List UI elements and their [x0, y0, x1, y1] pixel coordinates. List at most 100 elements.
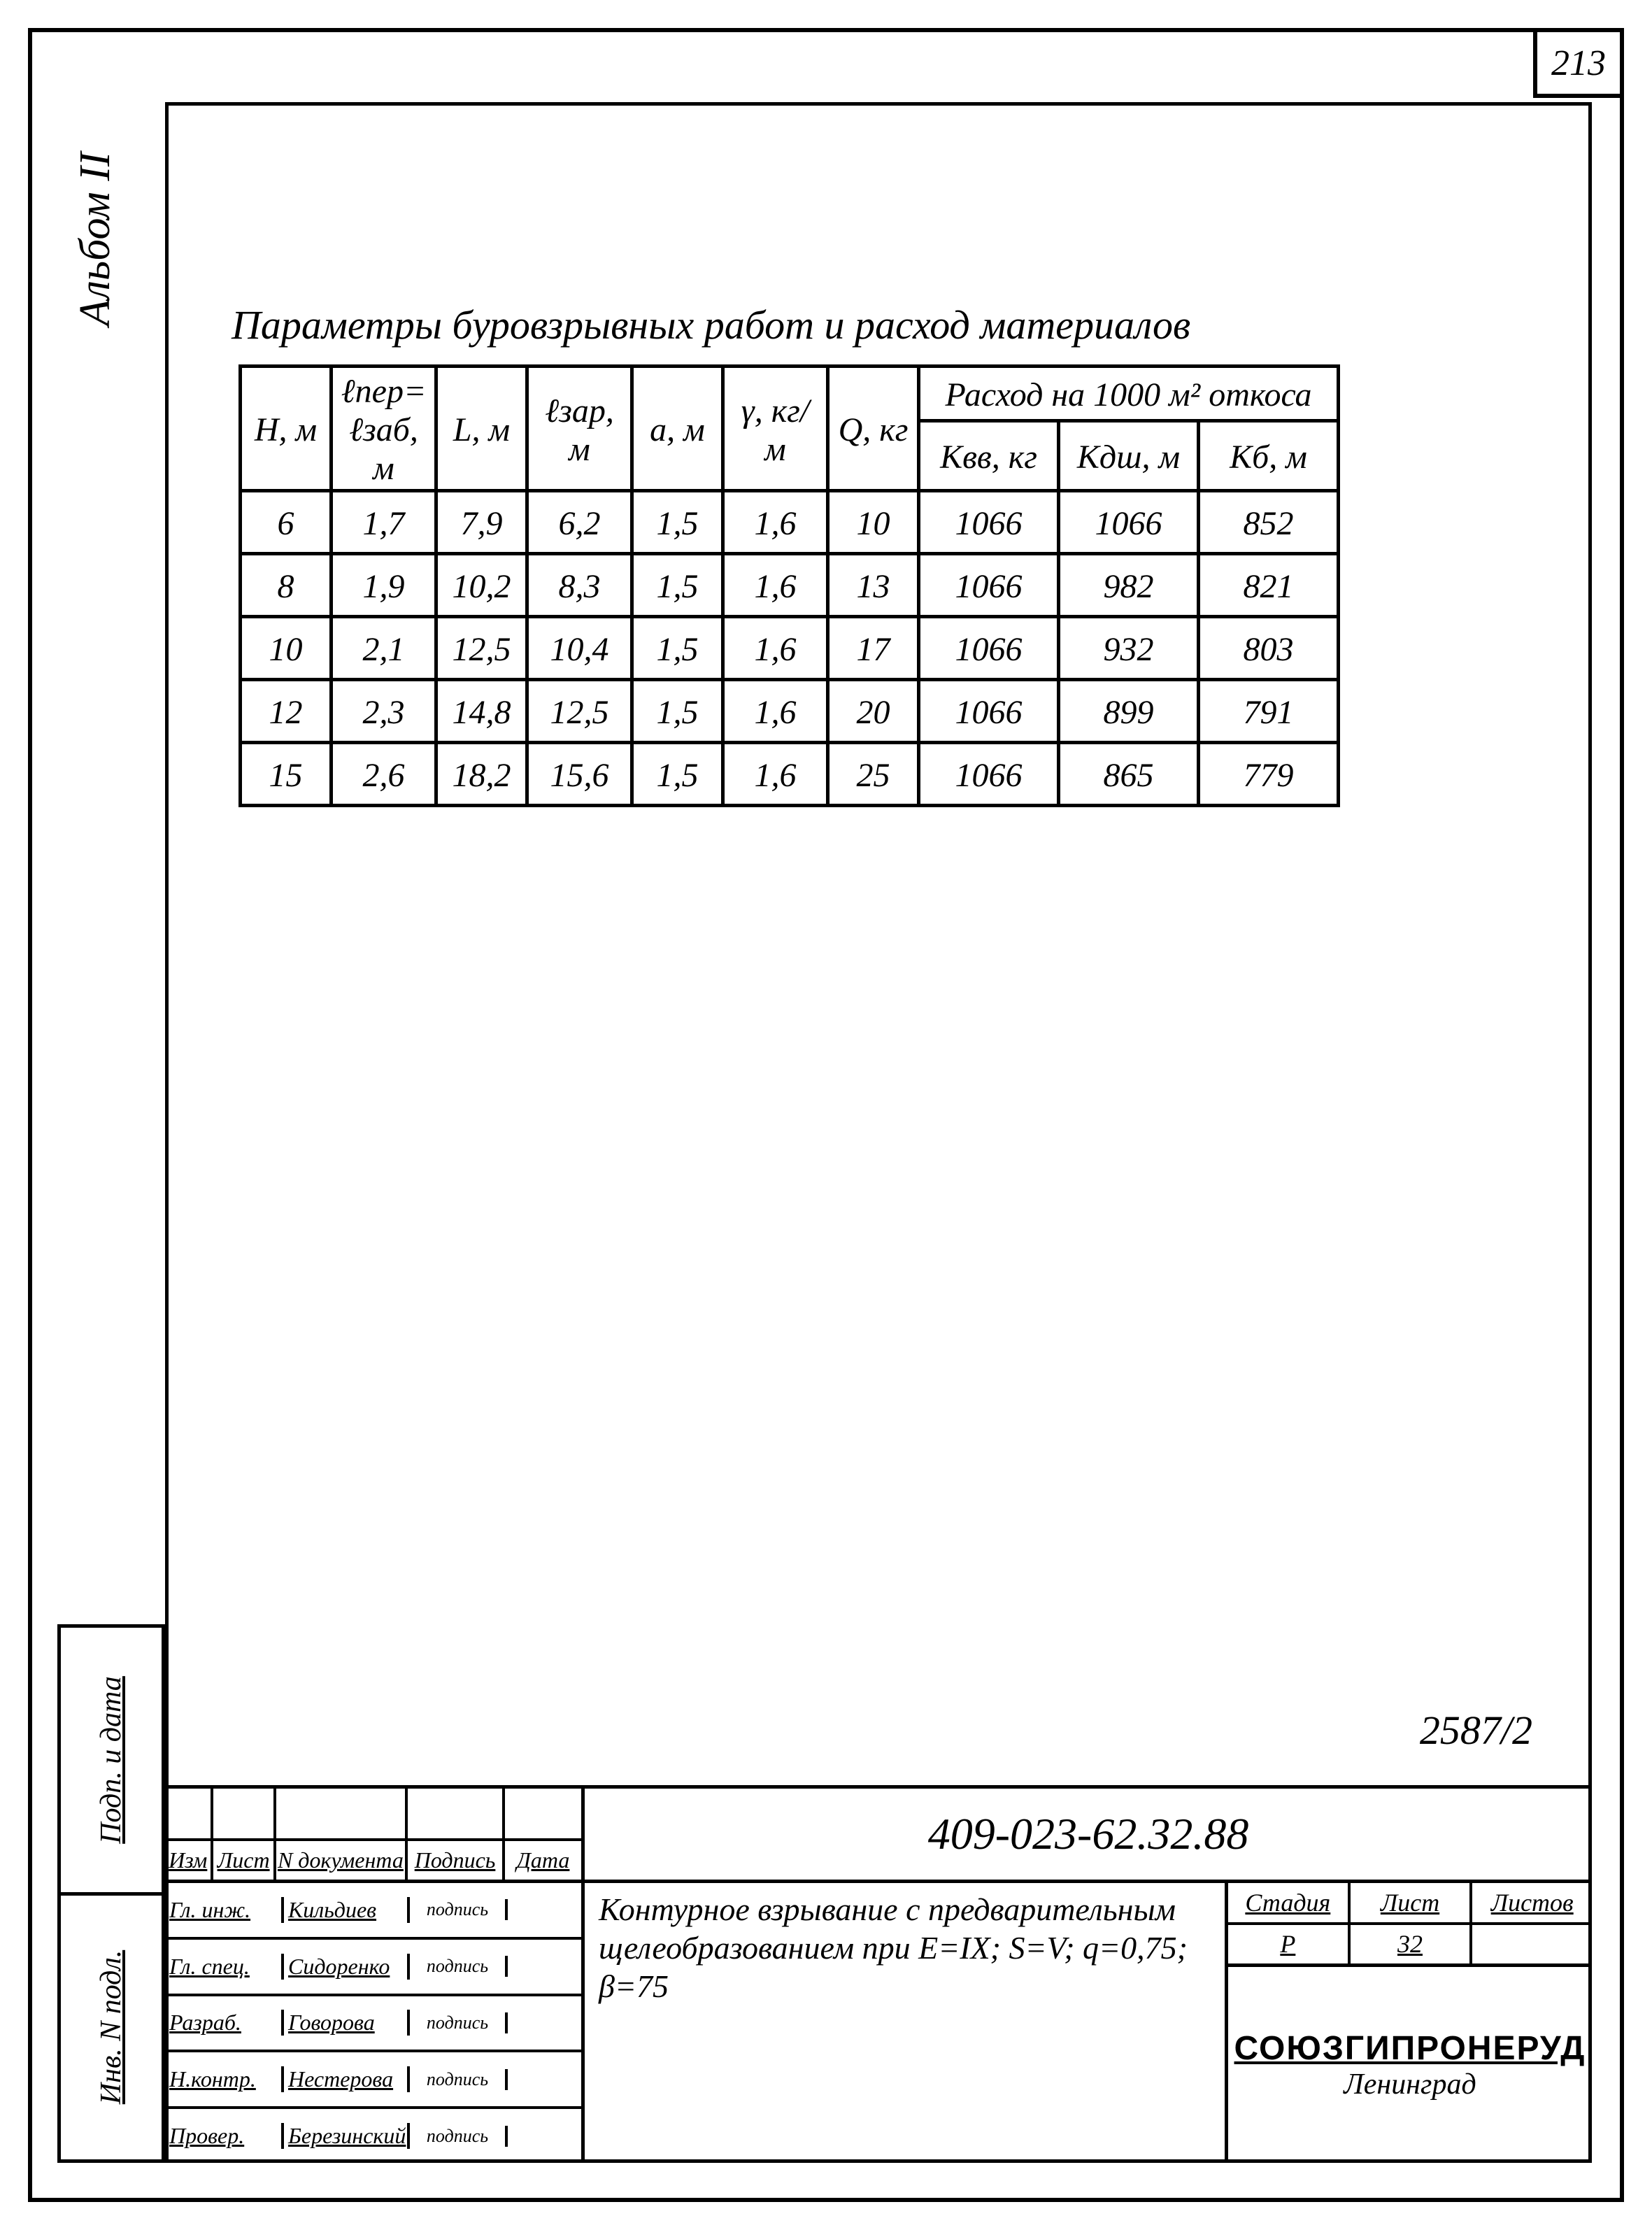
table-row: 81,910,28,31,51,6131066982821: [241, 554, 1339, 617]
col-lzar: ℓзар, м: [527, 367, 632, 491]
table-cell: 1,6: [723, 554, 828, 617]
role-row: Н.контр.Нестероваподпись: [165, 2052, 581, 2109]
table-cell: 10,2: [436, 554, 527, 617]
table-cell: 15,6: [527, 743, 632, 806]
side-stamp: Инв. N подл. Подп. и дата: [57, 1624, 165, 2163]
table-cell: 20: [828, 680, 919, 743]
col-q: Q, кг: [828, 367, 919, 491]
table-cell: 791: [1199, 680, 1339, 743]
role-sign: подпись: [410, 2069, 508, 2090]
table-cell: 1,6: [723, 617, 828, 680]
rev-h-list: Лист: [213, 1841, 276, 1880]
table-cell: 2,3: [332, 680, 436, 743]
table-cell: 7,9: [436, 491, 527, 554]
role-sign: подпись: [410, 2126, 508, 2147]
table-cell: 8: [241, 554, 332, 617]
table-cell: 14,8: [436, 680, 527, 743]
role-name: Березинский: [284, 2123, 410, 2149]
table-cell: 8,3: [527, 554, 632, 617]
table-cell: 1066: [919, 554, 1059, 617]
role-name: Кильдиев: [284, 1897, 410, 1923]
table-cell: 12,5: [527, 680, 632, 743]
table-cell: 2,1: [332, 617, 436, 680]
role-sign: подпись: [410, 1899, 508, 1920]
table-cell: 10: [828, 491, 919, 554]
organization-block: СОЮЗГИПРОНЕРУД Ленинград: [1228, 1967, 1592, 2163]
table-cell: 12: [241, 680, 332, 743]
col-h: H, м: [241, 367, 332, 491]
table-cell: 15: [241, 743, 332, 806]
table-cell: 821: [1199, 554, 1339, 617]
stage-block: Стадия Лист Листов Р 32: [1228, 1883, 1592, 1967]
revision-header: Изм Лист N документа Подпись Дата: [165, 1789, 585, 1880]
content-title: Параметры буровзрывных работ и расход ма…: [232, 301, 1190, 348]
table-cell: 803: [1199, 617, 1339, 680]
stage-h-2: Листов: [1472, 1883, 1592, 1922]
table-cell: 982: [1059, 554, 1199, 617]
table-row: 152,618,215,61,51,6251066865779: [241, 743, 1339, 806]
role-title: Гл. спец.: [165, 1954, 284, 1980]
stage-v-0: Р: [1228, 1925, 1351, 1964]
role-row: Гл. спец.Сидоренкоподпись: [165, 1940, 581, 1996]
role-name: Нестерова: [284, 2066, 410, 2092]
role-sign: подпись: [410, 2012, 508, 2033]
stage-v-2: [1472, 1925, 1592, 1964]
table-cell: 2,6: [332, 743, 436, 806]
right-block: Стадия Лист Листов Р 32 СОЮЗГИПРОН: [1228, 1883, 1592, 2163]
table-cell: 1066: [919, 491, 1059, 554]
stage-h-1: Лист: [1351, 1883, 1473, 1922]
table-cell: 12,5: [436, 617, 527, 680]
rev-h-doc: N документа: [276, 1841, 408, 1880]
table-cell: 1,5: [632, 554, 723, 617]
table-cell: 6,2: [527, 491, 632, 554]
col-l: L, м: [436, 367, 527, 491]
rev-h-sign: Подпись: [408, 1841, 505, 1880]
table-cell: 1066: [919, 680, 1059, 743]
table-row: 61,77,96,21,51,61010661066852: [241, 491, 1339, 554]
org-city: Ленинград: [1344, 2068, 1476, 2101]
role-name: Сидоренко: [284, 1954, 410, 1980]
table-cell: 899: [1059, 680, 1199, 743]
table-row: 102,112,510,41,51,6171066932803: [241, 617, 1339, 680]
table-cell: 1,5: [632, 743, 723, 806]
col-lper: ℓпер= ℓзаб, м: [332, 367, 436, 491]
role-sign: подпись: [410, 1956, 508, 1977]
role-title: Провер.: [165, 2123, 284, 2149]
table-cell: 1066: [1059, 491, 1199, 554]
col-group: Расход на 1000 м² откоса: [919, 367, 1339, 421]
role-title: Разраб.: [165, 2010, 284, 2036]
table-cell: 10,4: [527, 617, 632, 680]
side-label-0: Инв. N подл.: [94, 1950, 128, 2104]
table-cell: 1066: [919, 617, 1059, 680]
side-label-1: Подп. и дата: [94, 1676, 128, 1844]
table-cell: 13: [828, 554, 919, 617]
col-g: γ, кг/м: [723, 367, 828, 491]
col-kdsh: Kдш, м: [1059, 420, 1199, 490]
description: Контурное взрывание с предварительным ще…: [585, 1883, 1228, 2163]
table-cell: 1,6: [723, 743, 828, 806]
table-cell: 1,5: [632, 680, 723, 743]
col-kb: Kб, м: [1199, 420, 1339, 490]
document-number: 409-023-62.32.88: [585, 1789, 1592, 1880]
table-cell: 779: [1199, 743, 1339, 806]
inner-frame: Параметры буровзрывных работ и расход ма…: [165, 102, 1592, 2163]
parameters-table: H, м ℓпер= ℓзаб, м L, м ℓзар, м a, м γ, …: [238, 364, 1340, 807]
table-cell: 6: [241, 491, 332, 554]
rev-h-date: Дата: [505, 1841, 581, 1880]
roles-block: Гл. инж.КильдиевподписьГл. спец.Сидоренк…: [165, 1883, 585, 2163]
table-row: 122,314,812,51,51,6201066899791: [241, 680, 1339, 743]
table-cell: 865: [1059, 743, 1199, 806]
table-cell: 1,5: [632, 491, 723, 554]
table-cell: 17: [828, 617, 919, 680]
table-cell: 1,9: [332, 554, 436, 617]
role-title: Гл. инж.: [165, 1897, 284, 1923]
table-cell: 25: [828, 743, 919, 806]
table-cell: 1,7: [332, 491, 436, 554]
org-name: СОЮЗГИПРОНЕРУД: [1234, 2029, 1586, 2068]
rev-h-izm: Изм: [165, 1841, 213, 1880]
page-number: 213: [1551, 43, 1606, 84]
table-cell: 1,6: [723, 680, 828, 743]
role-row: Разраб.Говороваподпись: [165, 1996, 581, 2053]
table-cell: 1,6: [723, 491, 828, 554]
role-row: Провер.Березинскийподпись: [165, 2109, 581, 2163]
